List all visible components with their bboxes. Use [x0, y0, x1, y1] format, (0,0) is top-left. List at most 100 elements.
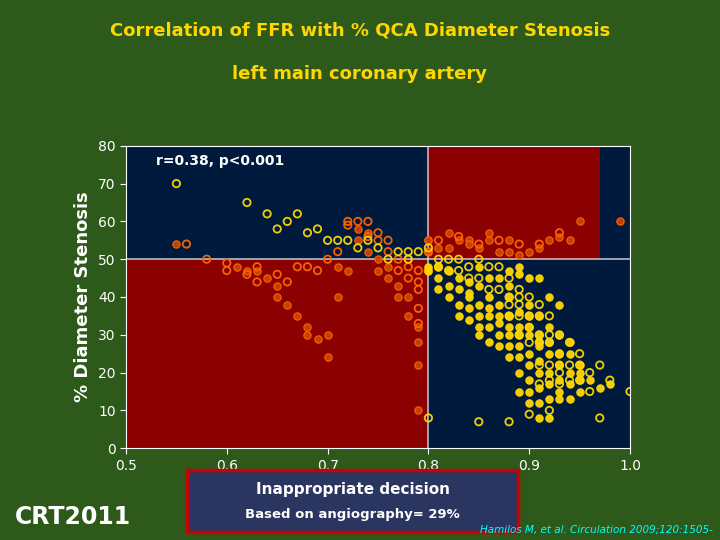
Point: [513, 300, 525, 309]
Point: [503, 274, 515, 282]
Point: [443, 281, 454, 290]
Point: [352, 244, 364, 252]
Point: [523, 387, 535, 396]
Point: [523, 399, 535, 407]
Point: [443, 266, 454, 275]
Point: [564, 361, 575, 369]
Point: [382, 274, 394, 282]
Point: [423, 266, 434, 275]
Point: [362, 232, 374, 241]
Point: [473, 240, 485, 248]
Point: [544, 338, 555, 347]
Point: [493, 300, 505, 309]
Point: [241, 270, 253, 279]
Point: [564, 338, 575, 347]
Point: [342, 221, 354, 230]
Point: [534, 380, 545, 388]
Point: [534, 338, 545, 347]
Point: [503, 312, 515, 320]
Point: [554, 395, 565, 403]
Point: [574, 387, 585, 396]
Point: [473, 300, 485, 309]
Point: [332, 262, 343, 271]
Point: [292, 312, 303, 320]
Point: [513, 293, 525, 301]
Point: [413, 304, 424, 313]
Point: [503, 330, 515, 339]
Point: [282, 278, 293, 286]
Point: [554, 349, 565, 358]
Point: [302, 262, 313, 271]
Point: [554, 361, 565, 369]
Point: [423, 247, 434, 256]
Point: [402, 274, 414, 282]
Point: [332, 247, 343, 256]
Point: [302, 323, 313, 332]
Point: [544, 293, 555, 301]
Point: [392, 247, 404, 256]
Point: [554, 380, 565, 388]
Point: [513, 270, 525, 279]
Point: [413, 361, 424, 369]
Point: [544, 323, 555, 332]
Point: [443, 255, 454, 264]
Point: [352, 236, 364, 245]
Point: [493, 342, 505, 350]
Point: [433, 236, 444, 245]
Point: [493, 247, 505, 256]
Point: [433, 285, 444, 294]
Point: [453, 312, 464, 320]
Point: [463, 293, 474, 301]
Point: [463, 315, 474, 324]
Point: [523, 323, 535, 332]
Point: [554, 376, 565, 384]
Point: [544, 338, 555, 347]
Point: [463, 278, 474, 286]
Point: [221, 266, 233, 275]
Point: [241, 266, 253, 275]
Point: [322, 330, 333, 339]
Point: [473, 417, 485, 426]
Point: [493, 236, 505, 245]
Point: [402, 312, 414, 320]
Point: [523, 338, 535, 347]
Point: [423, 266, 434, 275]
Point: [413, 406, 424, 415]
Point: [483, 304, 495, 313]
Point: [544, 236, 555, 245]
Text: Inappropriate decision: Inappropriate decision: [256, 482, 450, 497]
Point: [362, 217, 374, 226]
Point: [554, 361, 565, 369]
Point: [534, 312, 545, 320]
Point: [534, 368, 545, 377]
Point: [402, 262, 414, 271]
X-axis label: FFR: FFR: [359, 478, 397, 496]
Point: [251, 262, 263, 271]
Point: [362, 228, 374, 237]
Point: [433, 262, 444, 271]
Point: [534, 330, 545, 339]
Point: [554, 300, 565, 309]
Point: [534, 414, 545, 422]
Point: [463, 240, 474, 248]
Point: [463, 274, 474, 282]
Point: [382, 236, 394, 245]
Point: [473, 330, 485, 339]
Point: [534, 330, 545, 339]
Point: [523, 376, 535, 384]
Point: [564, 349, 575, 358]
Point: [433, 262, 444, 271]
Point: [171, 179, 182, 188]
Point: [171, 240, 182, 248]
Point: [423, 236, 434, 245]
Point: [534, 240, 545, 248]
Point: [443, 266, 454, 275]
Text: left main coronary artery: left main coronary artery: [233, 65, 487, 83]
Point: [534, 300, 545, 309]
Point: [544, 406, 555, 415]
Point: [544, 312, 555, 320]
Point: [523, 274, 535, 282]
Point: [382, 255, 394, 264]
Point: [534, 399, 545, 407]
Point: [443, 244, 454, 252]
